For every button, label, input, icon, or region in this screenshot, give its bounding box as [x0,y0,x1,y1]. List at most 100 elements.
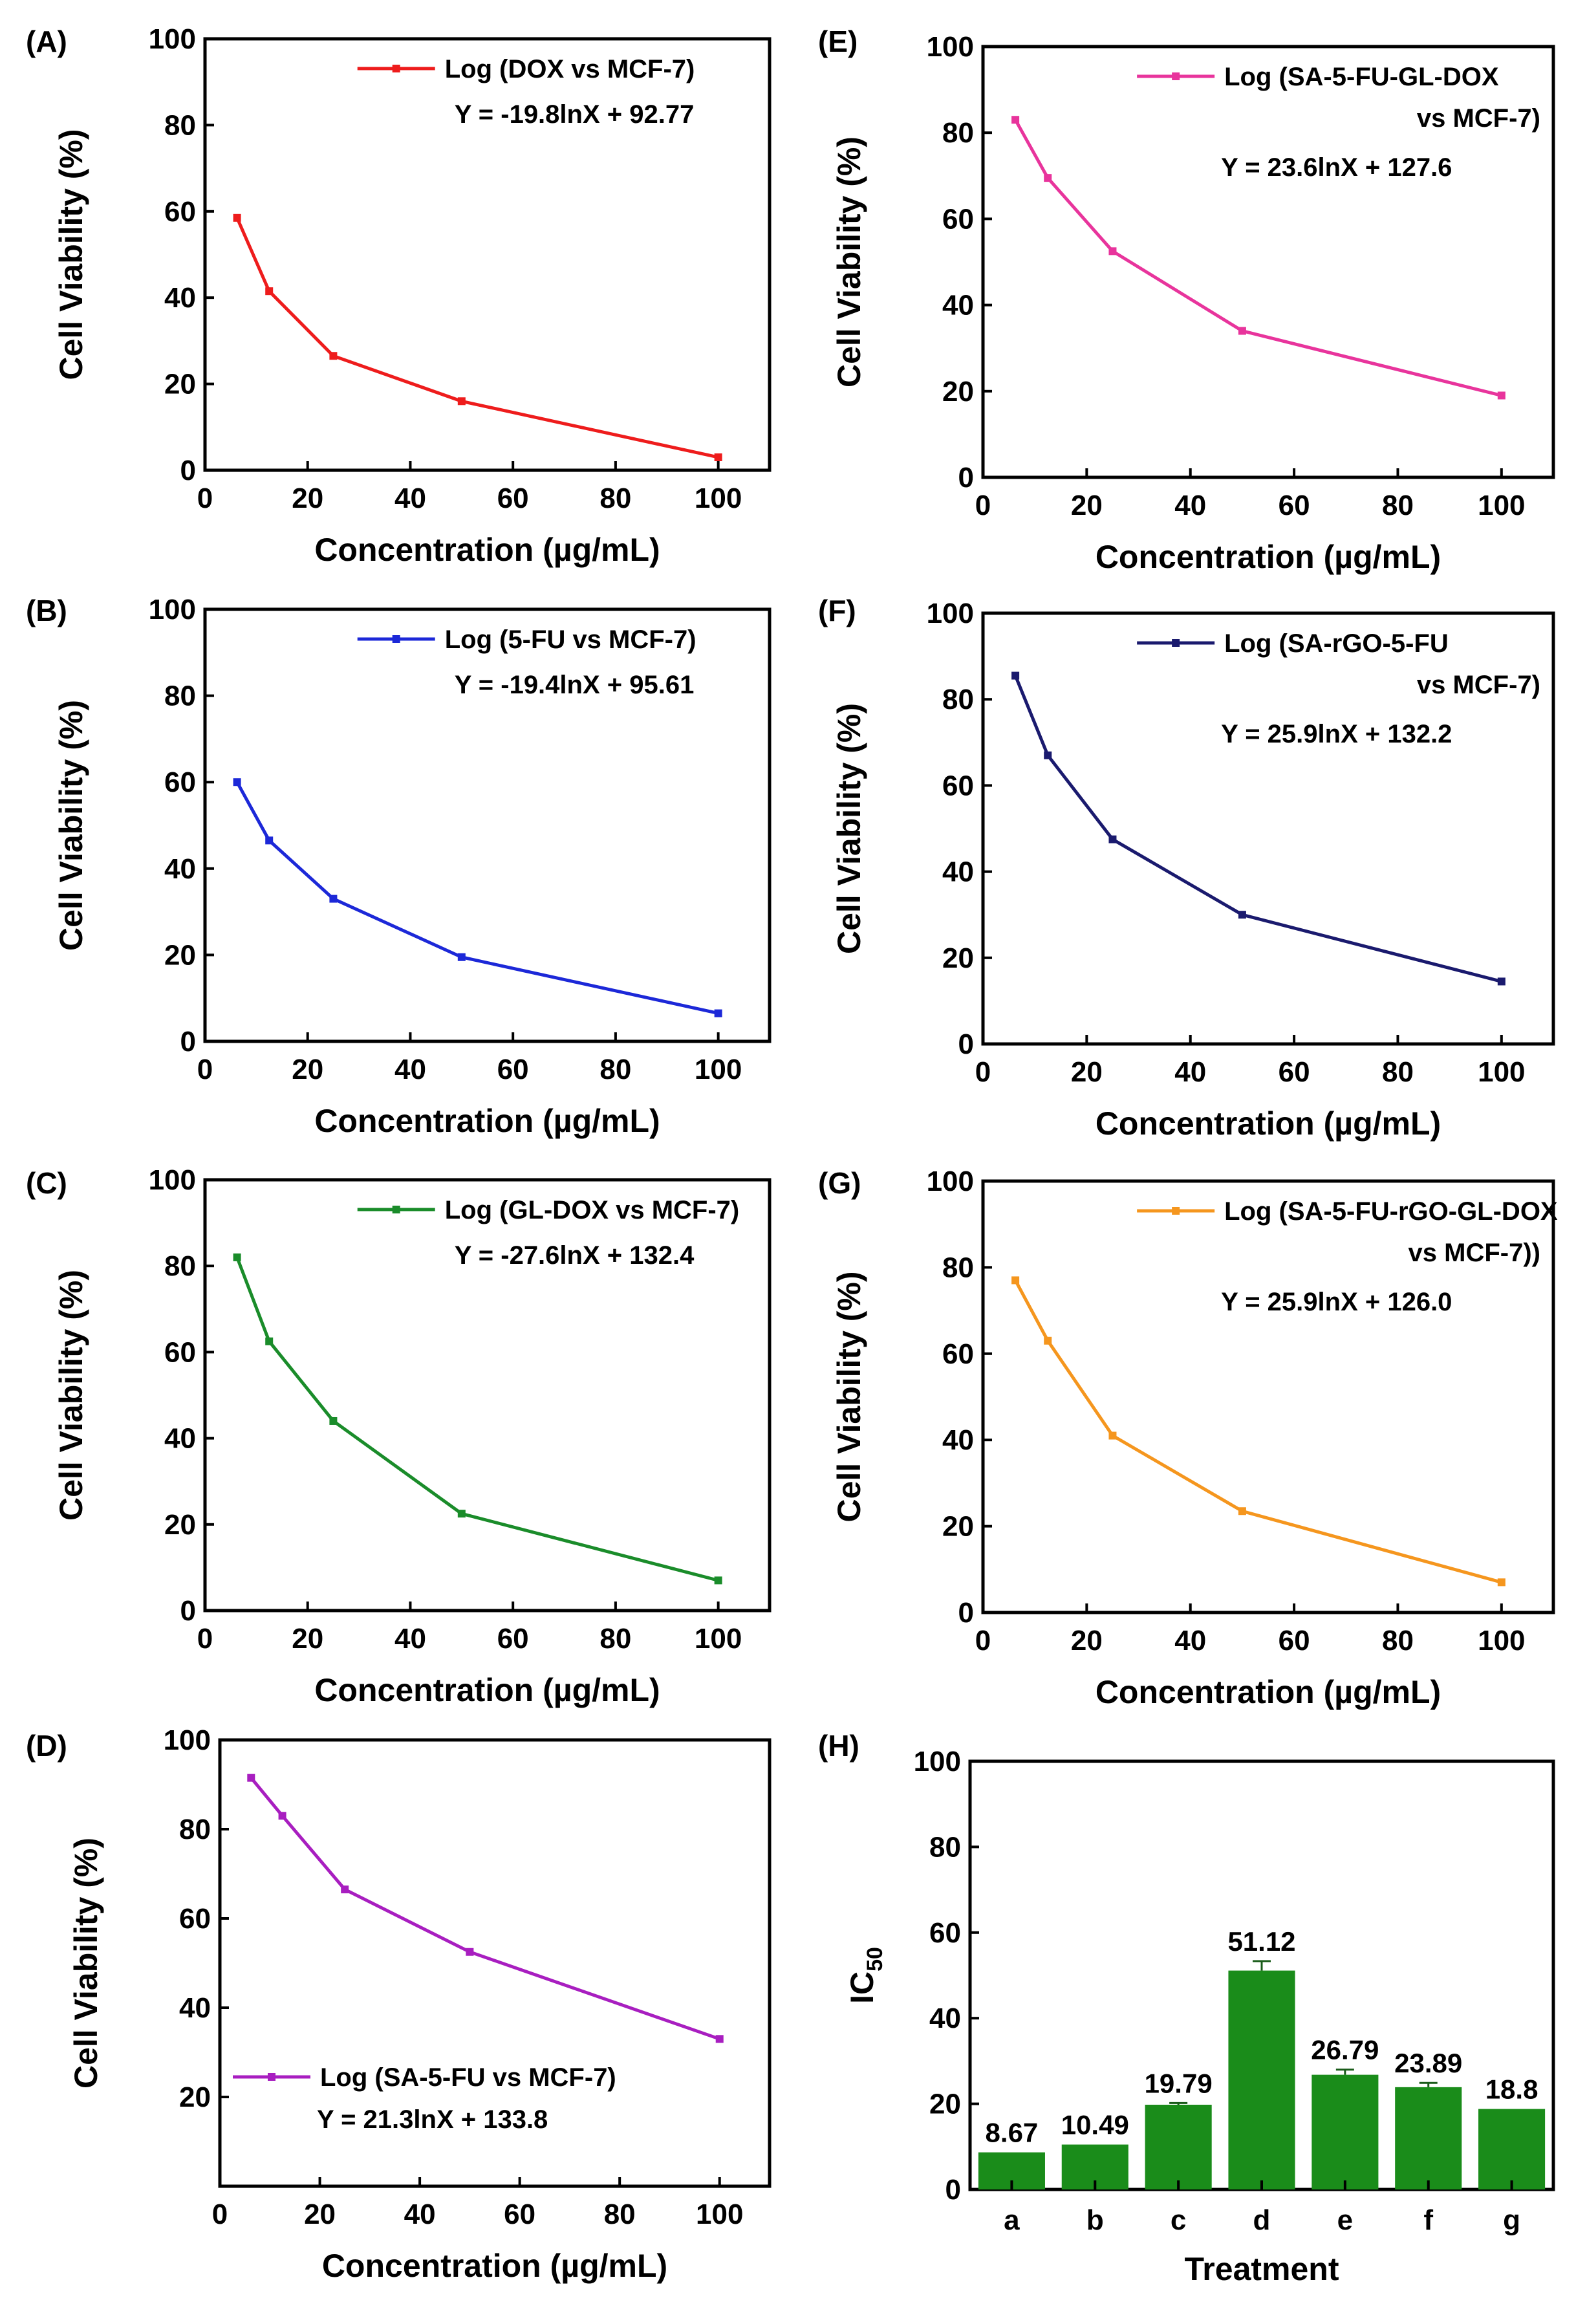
y-axis-label: Cell Viability (%) [831,703,867,954]
y-tick-label: 80 [942,1252,974,1283]
bar [1145,2104,1212,2189]
data-point [1238,1507,1246,1515]
plot-frame [203,37,772,472]
data-point [457,953,466,961]
x-tick-label: 60 [497,483,529,514]
legend-label-line2: vs MCF-7) [1417,104,1540,133]
legend-label: Log (DOX vs MCF-7) [445,55,695,83]
x-tick-label: 0 [197,1054,213,1085]
legend-label-line2: vs MCF-7)) [1409,1239,1540,1267]
y-tick-label: 40 [164,1423,196,1455]
y-axis-label: Cell Viability (%) [831,1271,867,1522]
x-axis-label: Concentration (µg/mL) [1096,1674,1441,1710]
data-point [466,1948,474,1956]
panel-label: (B) [26,594,67,627]
x-tick-label: 60 [1279,1056,1310,1088]
y-tick-label: 60 [942,203,974,235]
x-tick-label: 40 [394,1623,426,1655]
x-tick-label: 60 [1279,490,1310,521]
bar-value-label: 51.12 [1227,1926,1295,1957]
y-tick-label: 60 [179,1903,211,1935]
data-point [1238,327,1246,335]
y-axis-label: Cell Viability (%) [53,700,89,951]
data-point [265,836,274,845]
y-tick-label: 20 [179,2081,211,2113]
x-tick-label: 80 [599,483,631,514]
series-line [235,781,719,1015]
legend-label: Log (5-FU vs MCF-7) [445,625,696,654]
y-tick-label: 60 [164,1336,196,1368]
x-tick-label: 40 [1174,1625,1206,1656]
x-tick-label: 0 [197,1623,213,1655]
y-tick-label: 60 [164,766,196,798]
data-point [714,1009,722,1017]
data-point [1011,671,1020,680]
data-point [233,213,241,222]
y-tick-label: 100 [914,1746,961,1777]
bar [1312,2074,1379,2189]
x-tick-label: 40 [394,483,426,514]
data-point [1238,911,1246,919]
plot-frame [203,1178,772,1613]
data-point [1108,1431,1117,1440]
bar-value-label: 10.49 [1061,2110,1129,2140]
legend-marker [268,2073,275,2081]
y-tick-label: 100 [927,598,974,629]
fit-equation: Y = 23.6lnX + 127.6 [1221,153,1452,182]
x-axis-label: Concentration (µg/mL) [314,1103,660,1139]
y-tick-label: 40 [929,2003,961,2034]
y-tick-label: 60 [942,1338,974,1370]
x-tick-label: 20 [1071,1056,1103,1088]
x-tick-label: 80 [604,2199,636,2230]
y-tick-label: 0 [958,1028,974,1060]
bar [1478,2109,1546,2189]
plot-frame [981,1179,1555,1614]
y-tick-label: 60 [929,1917,961,1949]
x-tick-label: 60 [497,1054,529,1085]
x-tick-label: 100 [695,1054,742,1085]
x-tick-label: 60 [1279,1625,1310,1656]
x-tick-label: 100 [695,483,742,514]
plot-frame [981,45,1555,479]
bar-value-label: 19.79 [1145,2068,1213,2098]
y-tick-label: 20 [942,376,974,407]
bar-value-label: 18.8 [1485,2074,1538,2105]
x-tick-label: 20 [1071,1625,1103,1656]
y-tick-label: 80 [929,1831,961,1863]
y-tick-label: 20 [164,939,196,971]
x-tick-label: 40 [1174,1056,1206,1088]
y-tick-label: 0 [180,1026,196,1058]
y-tick-label: 20 [164,369,196,400]
y-axis-label: Cell Viability (%) [53,1270,89,1521]
data-point [1497,977,1506,986]
x-tick-label: g [1503,2204,1520,2236]
y-tick-label: 0 [180,455,196,486]
data-point [714,453,722,461]
panel-label: (E) [818,25,858,58]
panel-b: (B) 0 20 40 60 80 100 0 20 40 60 80 100 Concentration… [26,594,772,1139]
data-point [457,397,466,406]
y-tick-label: 20 [942,1511,974,1543]
data-point [278,1812,286,1820]
y-tick-label: 80 [942,117,974,149]
series-line [235,217,719,459]
legend-label: Log (SA-rGO-5-FU [1224,629,1449,658]
data-point [1108,247,1117,255]
x-tick-label: 80 [599,1623,631,1655]
fit-equation: Y = 21.3lnX + 133.8 [317,2105,548,2134]
legend-label: Log (SA-5-FU-rGO-GL-DOX [1224,1197,1558,1226]
x-tick-label: 20 [292,483,323,514]
data-point [265,287,274,296]
x-tick-label: 40 [1174,490,1206,521]
series-line [250,1777,720,2041]
bar-value-label: 26.79 [1311,2035,1379,2065]
x-tick-label: 40 [404,2199,436,2230]
data-point [233,778,241,787]
legend-label-line2: vs MCF-7) [1417,671,1540,699]
y-tick-label: 100 [927,31,974,63]
data-point [1011,116,1020,124]
y-tick-label: 100 [927,1166,974,1197]
x-axis-label: Concentration (µg/mL) [314,532,660,568]
x-tick-label: 100 [1478,490,1525,521]
y-tick-label: 40 [164,282,196,314]
